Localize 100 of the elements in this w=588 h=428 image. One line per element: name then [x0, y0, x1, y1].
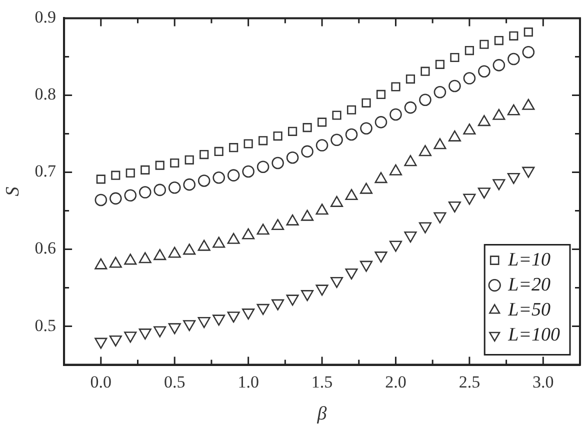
point — [155, 160, 164, 170]
point — [168, 323, 181, 334]
point — [345, 128, 358, 141]
point — [258, 136, 268, 146]
point — [419, 94, 432, 106]
point — [360, 260, 373, 272]
point — [109, 335, 122, 347]
point — [508, 52, 520, 66]
point — [492, 179, 506, 190]
y-axis-title: S — [2, 186, 24, 196]
point — [316, 284, 328, 296]
point — [242, 308, 255, 320]
point — [244, 139, 253, 148]
point — [168, 182, 181, 194]
point — [435, 60, 444, 69]
legend-label: L=50 — [507, 299, 551, 320]
point — [301, 290, 314, 302]
x-tick-label: 1.0 — [238, 372, 259, 392]
point — [316, 139, 328, 152]
point — [301, 145, 314, 158]
point — [229, 143, 238, 152]
point — [198, 174, 210, 187]
point — [183, 178, 196, 191]
legend-label: L=10 — [507, 249, 551, 270]
point — [376, 90, 386, 99]
y-tick-label: 0.5 — [34, 316, 56, 335]
point — [138, 328, 152, 340]
point — [404, 101, 417, 114]
point — [362, 98, 371, 108]
point — [214, 146, 224, 156]
point — [200, 150, 209, 160]
point — [317, 118, 327, 127]
point — [212, 314, 226, 326]
point — [450, 52, 460, 62]
point — [242, 165, 254, 178]
point — [109, 192, 122, 205]
y-tick-label: 0.6 — [34, 238, 56, 258]
point — [404, 232, 417, 243]
point — [391, 82, 400, 92]
x-tick-label: 1.5 — [311, 372, 333, 392]
point — [286, 294, 299, 306]
point — [94, 194, 108, 206]
point — [272, 156, 284, 170]
point — [126, 168, 135, 178]
point — [345, 268, 358, 280]
legend-label: L=100 — [507, 324, 560, 346]
point — [463, 72, 476, 84]
point — [154, 326, 166, 338]
point — [374, 116, 388, 128]
point — [522, 46, 535, 58]
point — [494, 36, 504, 46]
point — [183, 320, 196, 332]
x-tick-label: 0.5 — [164, 372, 186, 392]
point — [464, 46, 474, 56]
point — [507, 172, 520, 184]
point — [96, 174, 106, 184]
legend-label: L=20 — [507, 274, 551, 296]
point — [492, 59, 506, 72]
point — [227, 169, 240, 182]
point — [522, 166, 535, 178]
point — [184, 155, 194, 164]
y-tick-label: 0.7 — [34, 162, 57, 181]
point — [198, 316, 210, 328]
point — [346, 105, 356, 114]
point — [509, 31, 518, 40]
point — [256, 304, 270, 315]
point — [124, 332, 137, 343]
y-tick-label: 0.9 — [34, 8, 56, 27]
point — [434, 212, 446, 224]
point — [434, 86, 446, 98]
point — [360, 122, 372, 134]
point — [478, 188, 490, 199]
point — [330, 276, 344, 288]
point — [273, 132, 282, 141]
point — [138, 186, 152, 198]
point — [418, 222, 432, 234]
point — [170, 158, 180, 168]
point — [272, 299, 284, 310]
x-axis-title: β — [316, 404, 328, 425]
point — [288, 126, 298, 136]
point — [420, 66, 430, 76]
point — [406, 74, 416, 84]
point — [390, 108, 402, 121]
point — [448, 201, 461, 213]
point — [154, 184, 166, 196]
x-tick-label: 0.0 — [90, 372, 112, 392]
point — [374, 252, 388, 263]
point — [332, 110, 342, 120]
point — [524, 28, 533, 37]
point — [480, 40, 489, 49]
point — [124, 189, 137, 202]
point — [478, 65, 490, 78]
point — [302, 123, 312, 132]
y-tick-label: 0.8 — [34, 84, 56, 104]
x-tick-label: 2.5 — [458, 372, 480, 392]
point — [389, 240, 402, 252]
x-tick-label: 3.0 — [532, 372, 554, 392]
point — [212, 171, 225, 184]
point — [286, 151, 299, 164]
point — [140, 165, 150, 174]
